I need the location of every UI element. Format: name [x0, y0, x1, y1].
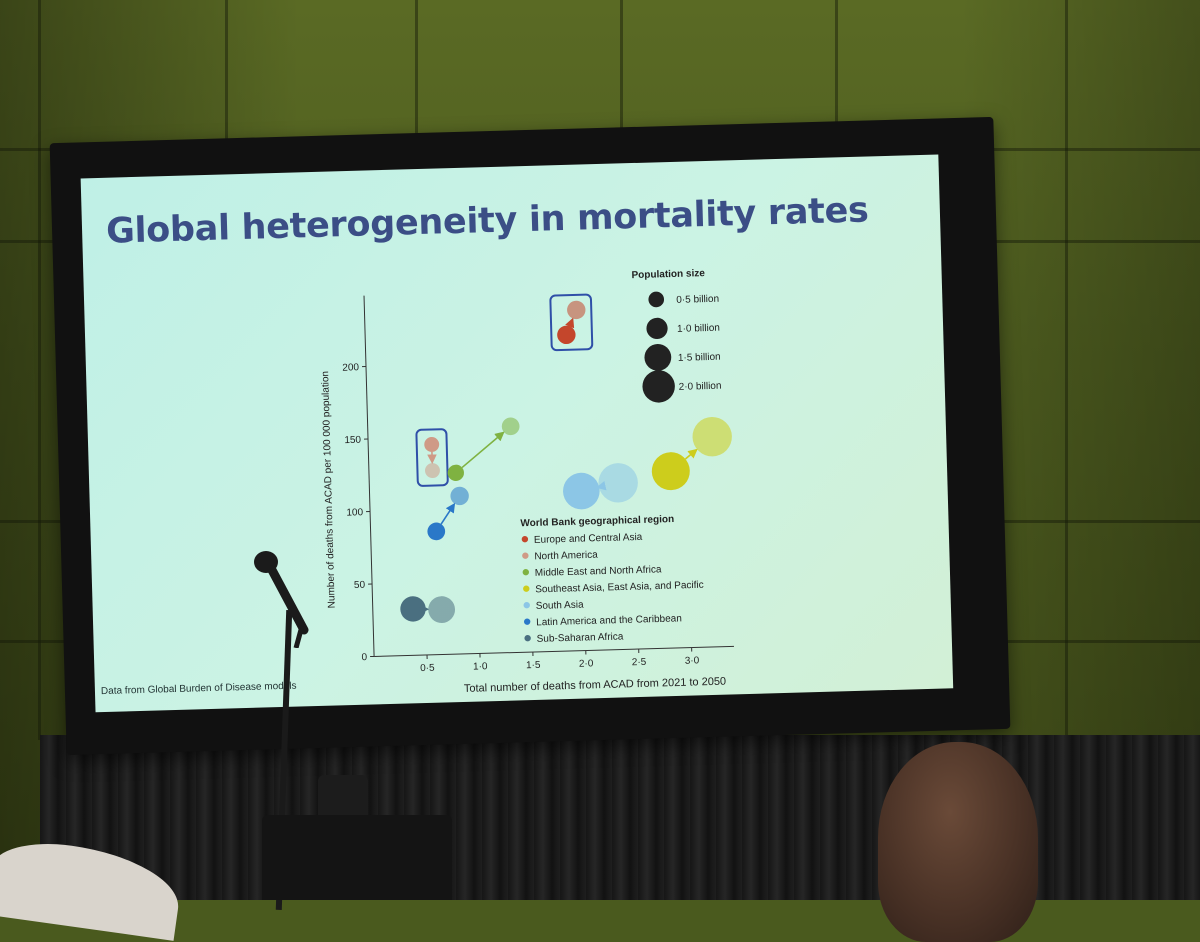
- x-tick-label: 2·0: [579, 658, 594, 669]
- data-point-end: [450, 486, 469, 505]
- projection-screen-frame: Global heterogeneity in mortality rates …: [50, 117, 1011, 755]
- color-legend-label: Middle East and North Africa: [535, 564, 662, 579]
- data-point-end: [425, 463, 440, 478]
- x-tick-label: 1·0: [473, 661, 488, 672]
- color-legend-marker: [524, 618, 531, 625]
- x-axis-line: [374, 646, 734, 656]
- data-point-start: [424, 437, 439, 452]
- color-legend-label: North America: [534, 550, 598, 563]
- y-tick-label: 0: [361, 652, 367, 663]
- x-tick-label: 1·5: [526, 660, 541, 671]
- color-legend-marker: [524, 635, 531, 642]
- data-point-start: [400, 596, 426, 622]
- scatter-chart: 0 50 100 150 200 0·5 1·0 1·5 2·0 2·5 3·0 Total numb…: [81, 154, 954, 712]
- wall-seam: [1065, 0, 1068, 740]
- size-legend-marker: [648, 291, 664, 307]
- size-legend-marker: [644, 344, 672, 372]
- data-point-end: [692, 416, 732, 456]
- color-legend-label: Europe and Central Asia: [534, 532, 643, 546]
- color-legend-label: Southeast Asia, East Asia, and Pacific: [535, 580, 704, 596]
- size-legend-label: 1·5 billion: [678, 352, 721, 364]
- color-legend-title: World Bank geographical region: [520, 514, 674, 529]
- trend-arrow: [685, 450, 696, 459]
- x-axis-label: Total number of deaths from ACAD from 20…: [464, 676, 727, 695]
- y-tick-label: 100: [346, 507, 363, 518]
- x-tick-label: 0·5: [420, 663, 435, 674]
- data-point-start: [651, 452, 690, 491]
- color-legend-label: South Asia: [536, 600, 585, 612]
- data-point-end: [598, 463, 638, 503]
- trend-arrow: [461, 433, 504, 468]
- data-point-end: [428, 596, 456, 624]
- wall-seam: [38, 0, 41, 740]
- data-point-start: [563, 472, 601, 510]
- size-legend-title: Population size: [631, 268, 705, 281]
- y-axis-label: Number of deaths from ACAD per 100 000 p…: [320, 371, 338, 609]
- data-point-start: [427, 522, 445, 540]
- color-legend-marker: [522, 552, 529, 559]
- size-legend-label: 0·5 billion: [676, 294, 719, 306]
- size-legend-marker: [642, 370, 675, 403]
- projector-icon: [262, 815, 452, 900]
- x-tick-label: 3·0: [685, 655, 700, 666]
- color-legend-label: Sub-Saharan Africa: [537, 631, 624, 644]
- data-point-end: [502, 417, 520, 435]
- slide: Global heterogeneity in mortality rates …: [81, 154, 954, 712]
- microphone-icon: [252, 548, 322, 648]
- color-legend-marker: [522, 536, 529, 543]
- color-legend-marker: [523, 602, 530, 609]
- size-legend-marker: [646, 318, 668, 340]
- color-legend-marker: [523, 569, 530, 576]
- y-tick-label: 50: [354, 580, 366, 591]
- y-tick-label: 200: [342, 362, 359, 373]
- color-legend-marker: [523, 585, 530, 592]
- size-legend-label: 1·0 billion: [677, 323, 720, 335]
- data-point-end: [567, 300, 586, 319]
- size-legend-label: 2·0 billion: [679, 381, 722, 393]
- audience-head: [878, 742, 1038, 942]
- y-tick-label: 150: [344, 435, 361, 446]
- x-tick-label: 2·5: [632, 657, 647, 668]
- trend-arrow: [570, 319, 573, 326]
- color-legend-label: Latin America and the Caribbean: [536, 613, 682, 628]
- y-axis-line: [364, 296, 374, 657]
- data-point-start: [557, 325, 576, 344]
- trend-arrow: [441, 504, 455, 524]
